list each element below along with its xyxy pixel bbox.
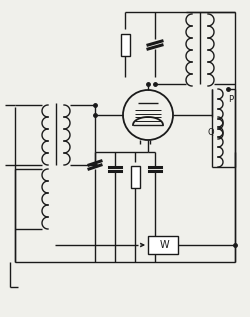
Text: P: P [228,94,233,103]
Bar [130,166,140,188]
Bar [120,34,130,56]
Text: W: W [159,240,169,250]
Bar [148,236,178,254]
Text: Q: Q [207,127,214,137]
